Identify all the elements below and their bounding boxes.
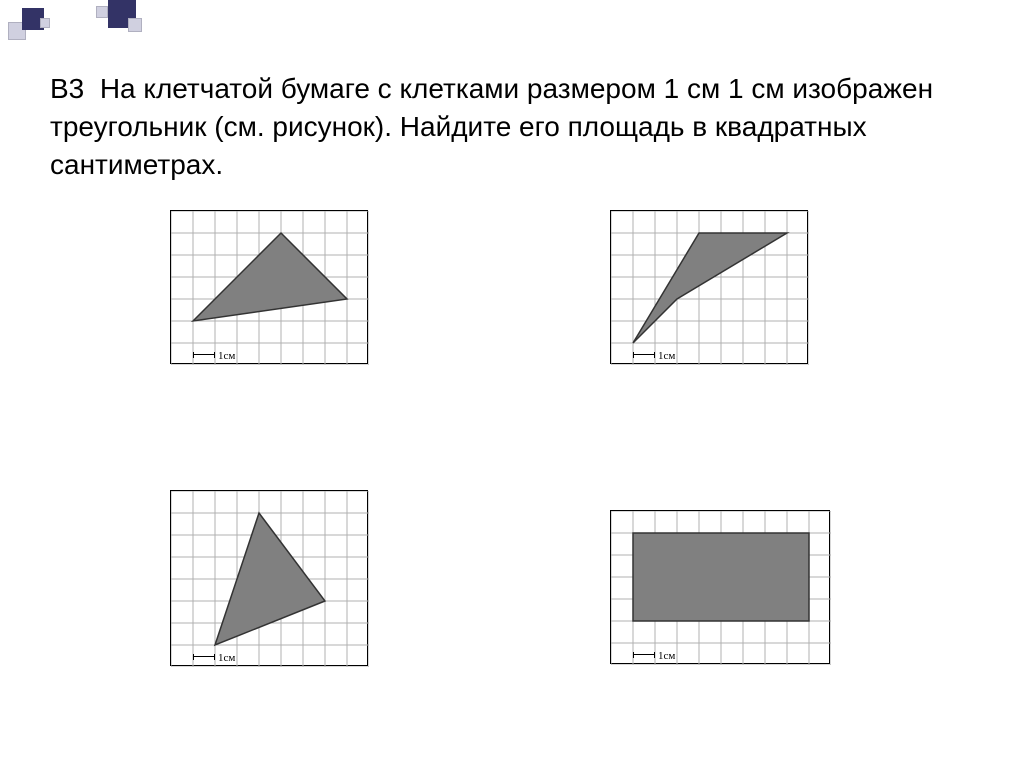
figure-svg: [611, 511, 831, 665]
scale-label: 1см: [218, 350, 235, 362]
problem-body: На клетчатой бумаге с клетками размером …: [50, 73, 933, 180]
problem-label: В3: [50, 73, 84, 104]
scale-label: 1см: [658, 650, 675, 662]
shape-polygon: [633, 233, 787, 343]
figure-svg: [171, 491, 369, 667]
shape-polygon: [633, 533, 809, 621]
figure-2: 1см: [610, 210, 808, 364]
slide-header-decoration: [0, 0, 1024, 42]
scale-bar: [633, 654, 655, 659]
scale-label: 1см: [658, 350, 675, 362]
figure-svg: [171, 211, 369, 365]
problem-statement: В3 На клетчатой бумаге с клетками размер…: [50, 70, 970, 183]
figure-1: 1см: [170, 210, 368, 364]
scale-bar: [193, 656, 215, 661]
figure-3: 1см: [170, 490, 368, 666]
figure-4: 1см: [610, 510, 830, 664]
scale-label: 1см: [218, 652, 235, 664]
scale-bar: [193, 354, 215, 359]
figure-svg: [611, 211, 809, 365]
scale-bar: [633, 354, 655, 359]
